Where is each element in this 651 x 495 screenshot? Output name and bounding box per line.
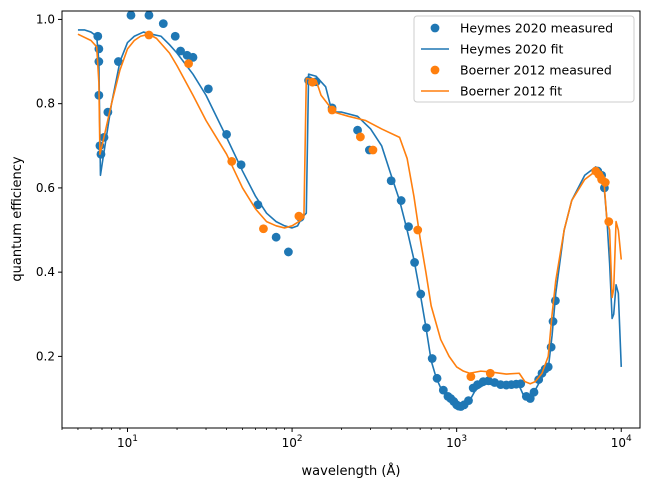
y-tick-label: 1.0 bbox=[36, 12, 55, 26]
data-point bbox=[170, 31, 180, 41]
y-axis-label: quantum efficiency bbox=[10, 156, 25, 282]
x-axis-label: wavelength (Å) bbox=[302, 463, 401, 479]
data-point bbox=[294, 211, 304, 221]
y-tick-label: 0.2 bbox=[36, 349, 55, 363]
legend-item: Boerner 2012 measured bbox=[430, 63, 612, 78]
data-point bbox=[93, 31, 103, 41]
series-line bbox=[77, 33, 623, 385]
legend-box bbox=[413, 15, 635, 103]
legend-label: Heymes 2020 measured bbox=[460, 21, 613, 36]
legend-swatch bbox=[430, 65, 440, 75]
legend-label: Boerner 2012 fit bbox=[460, 84, 562, 99]
data-point bbox=[600, 178, 610, 187]
series-4 bbox=[77, 33, 623, 385]
plot-area bbox=[77, 11, 623, 411]
data-point bbox=[259, 224, 268, 234]
x-tick-label: 102 bbox=[282, 434, 303, 450]
data-point bbox=[184, 59, 193, 69]
y-tick-label: 0.4 bbox=[36, 265, 55, 279]
y-tick-label: 0.8 bbox=[36, 97, 55, 111]
axes: 101 102 103 104 0.2 0.4 0.6 0.8 1.0 bbox=[36, 10, 641, 450]
data-point bbox=[271, 232, 281, 242]
legend-label: Heymes 2020 fit bbox=[460, 42, 563, 57]
data-point bbox=[203, 84, 213, 94]
y-tick-label: 0.6 bbox=[36, 181, 55, 195]
x-tick-label: 101 bbox=[117, 434, 138, 450]
x-tick-label: 103 bbox=[446, 434, 467, 450]
data-point bbox=[485, 368, 495, 378]
data-point bbox=[158, 19, 168, 29]
data-point bbox=[188, 52, 198, 62]
axes-frame bbox=[61, 10, 641, 429]
data-point bbox=[466, 372, 476, 382]
data-point bbox=[353, 125, 362, 135]
data-point bbox=[355, 132, 365, 142]
legend: Heymes 2020 measured Heymes 2020 fit Boern… bbox=[413, 15, 635, 103]
data-point bbox=[368, 145, 378, 155]
x-tick-label: 104 bbox=[611, 434, 632, 450]
legend-label: Boerner 2012 measured bbox=[460, 63, 612, 78]
data-point bbox=[126, 11, 136, 20]
legend-swatch bbox=[430, 23, 440, 33]
legend-item: Heymes 2020 fit bbox=[421, 42, 563, 57]
data-point bbox=[284, 247, 293, 257]
legend-item: Boerner 2012 fit bbox=[421, 84, 562, 99]
data-point bbox=[144, 11, 154, 20]
legend-item: Heymes 2020 measured bbox=[430, 21, 613, 36]
data-point bbox=[176, 46, 185, 56]
